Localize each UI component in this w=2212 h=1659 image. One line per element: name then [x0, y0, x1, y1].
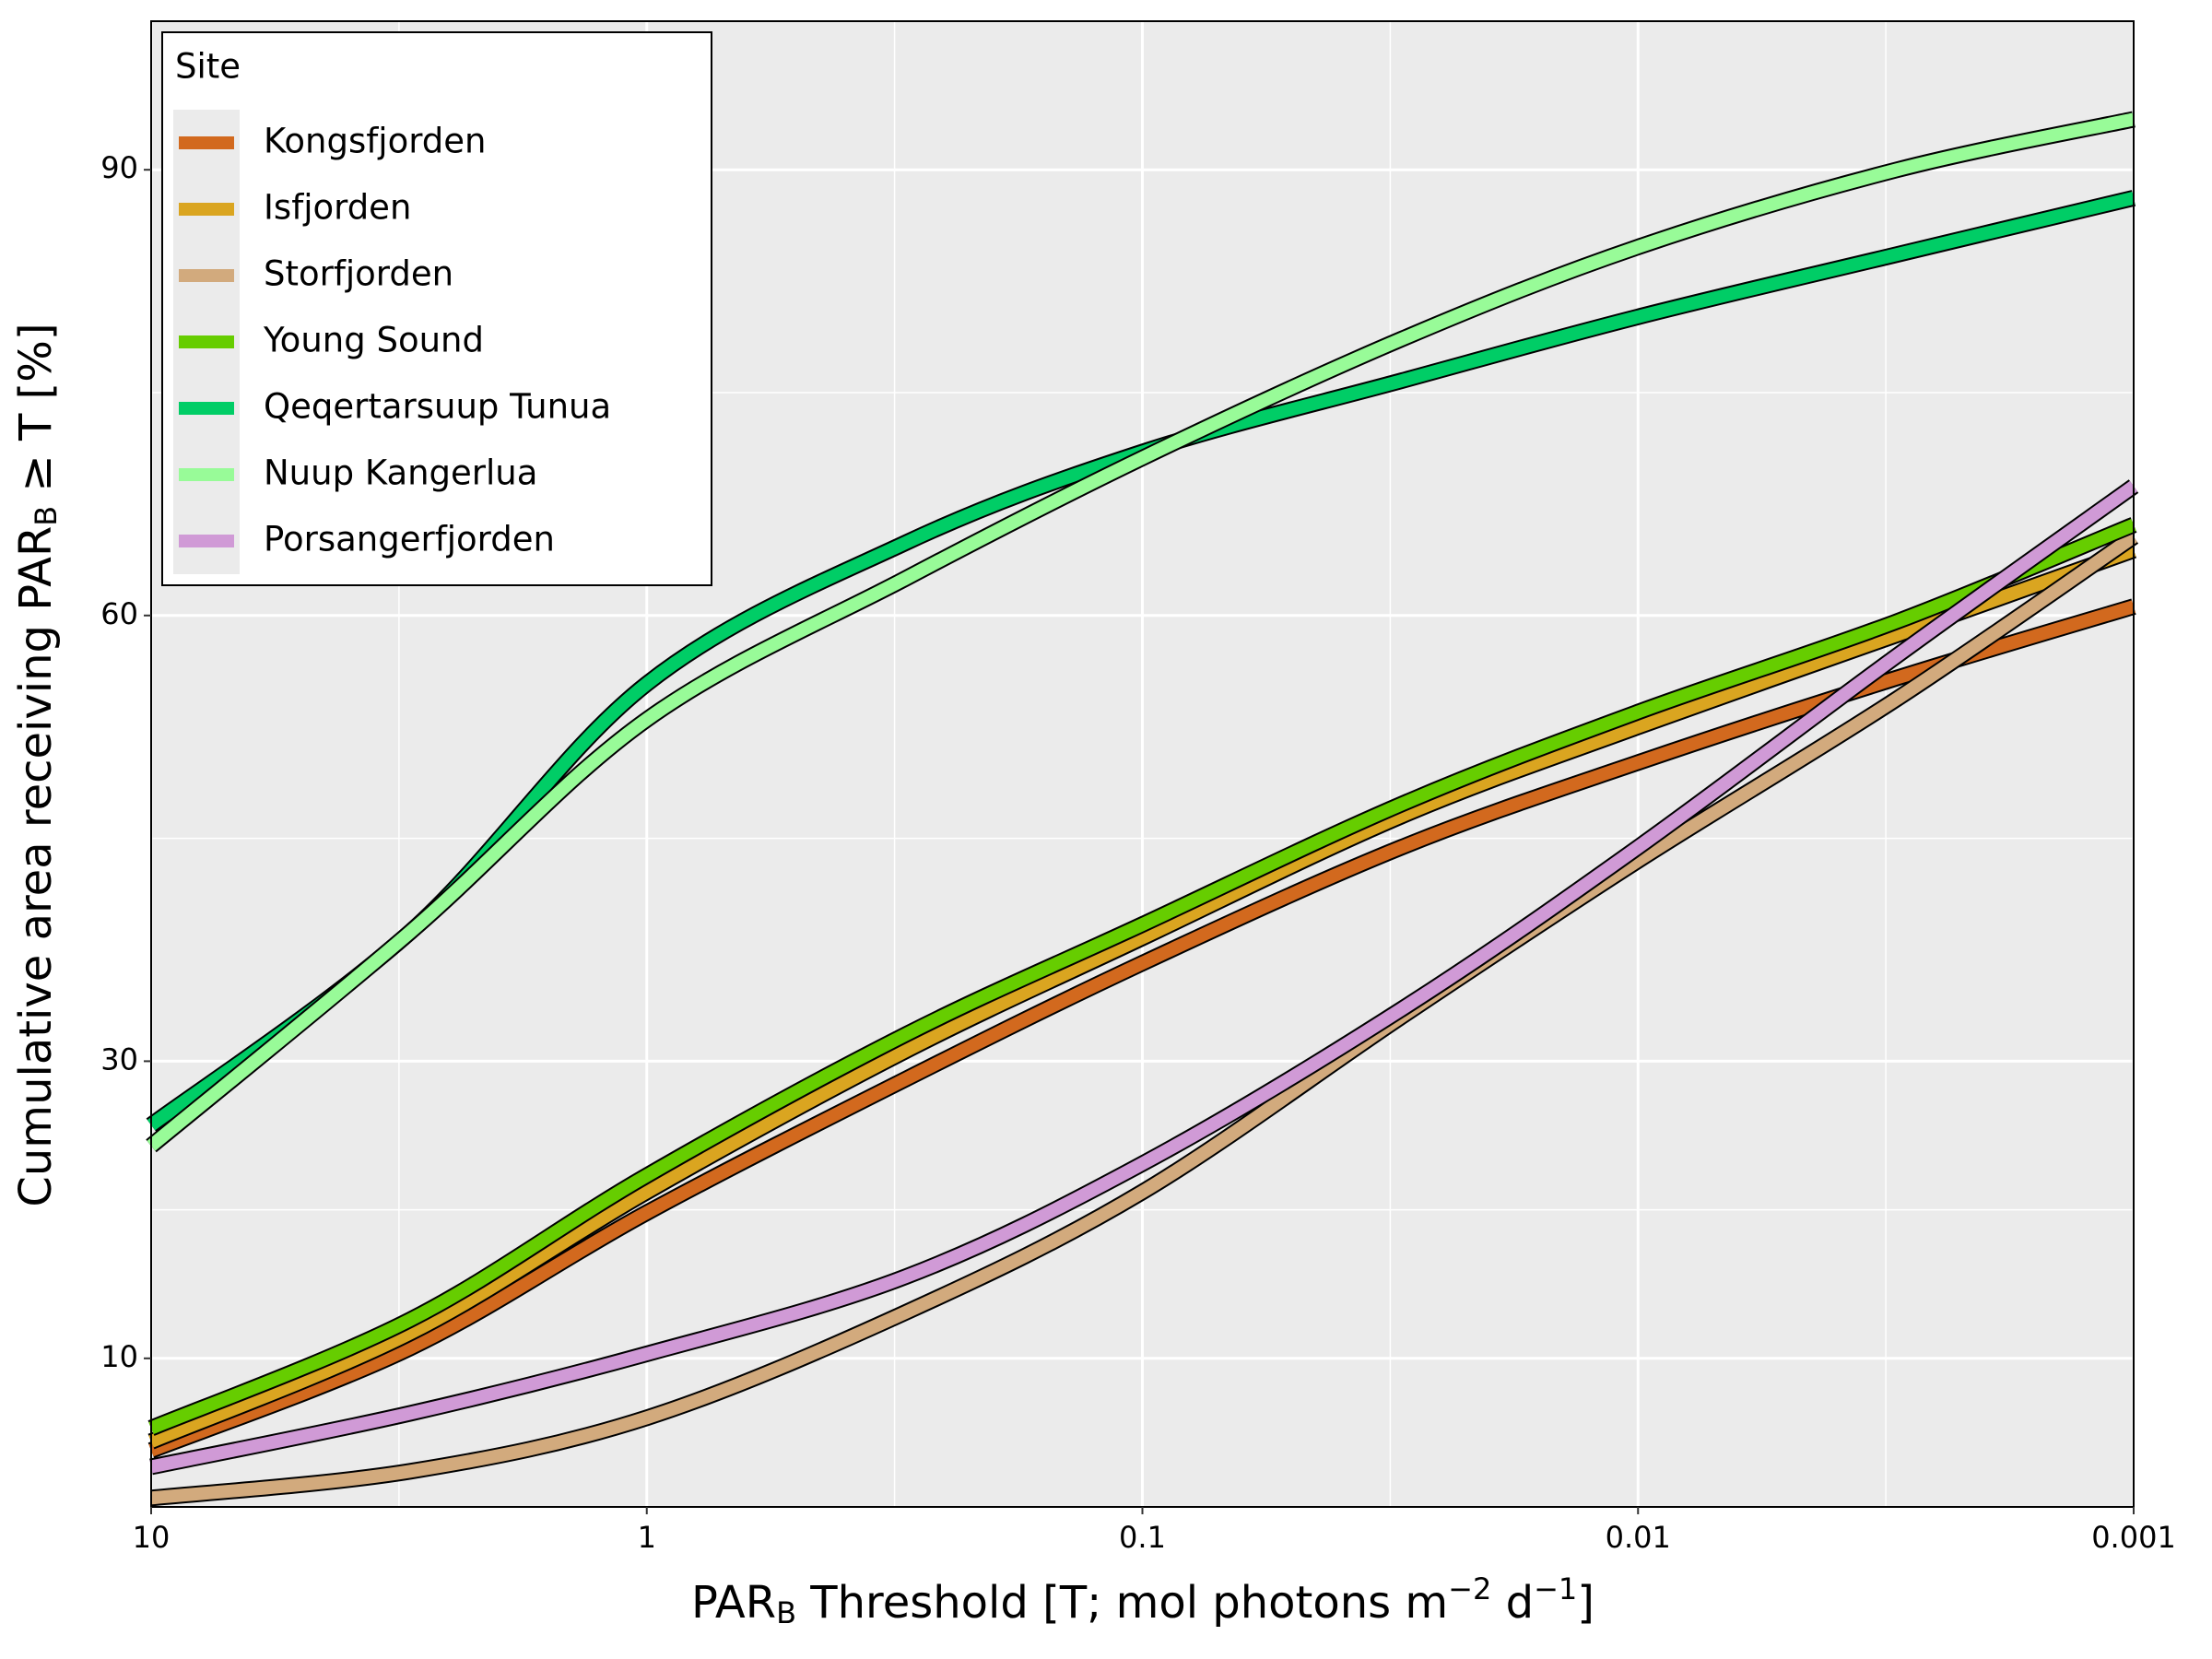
- legend-label: Kongsfjorden: [264, 122, 486, 161]
- series: [149, 479, 2139, 1476]
- line: [147, 112, 2136, 1151]
- x-tick-label: 10: [133, 1520, 171, 1555]
- x-label-part: Threshold [T; mol photons m: [796, 1577, 1448, 1629]
- x-tick-label: 1: [638, 1520, 656, 1555]
- x-label-sub: B: [776, 1595, 796, 1630]
- legend-label: Isfjorden: [264, 188, 411, 228]
- series: [150, 529, 2139, 1507]
- y-tick-label: 30: [100, 1041, 138, 1077]
- legend-label: Porsangerfjorden: [264, 520, 555, 559]
- line: [148, 544, 2136, 1448]
- legend-label: Young Sound: [263, 321, 484, 360]
- x-tick-label: 0.01: [1606, 1520, 1671, 1555]
- legend-title: Site: [175, 47, 241, 87]
- y-label-part: ≥ T [%]: [10, 323, 62, 505]
- y-tick-label: 90: [100, 150, 138, 185]
- series: [146, 111, 2136, 1153]
- line: [149, 480, 2138, 1474]
- lines: [146, 111, 2139, 1507]
- series: [147, 598, 2136, 1459]
- y-tick-label: 60: [100, 596, 138, 631]
- legend-label: Storfjorden: [264, 254, 453, 294]
- y-tick-label: 10: [100, 1339, 138, 1374]
- x-tick-label: 0.1: [1119, 1520, 1166, 1555]
- x-label-part: ]: [1577, 1577, 1594, 1629]
- series: [147, 542, 2137, 1450]
- x-label-sup: −2: [1448, 1571, 1491, 1606]
- line: [148, 518, 2136, 1435]
- y-label-sub: B: [29, 506, 64, 526]
- y-label-part: Cumulative area receiving PAR: [10, 526, 62, 1207]
- axes: 10 1 0.1 0.01 0.001 10 30 60 90: [100, 150, 2176, 1555]
- legend-label: Nuup Kangerlua: [264, 453, 537, 493]
- legend-label: Qeqertarsuup Tunua: [264, 387, 611, 427]
- legend: Site Kongsfjorden Isfjorden Storfjorden You…: [161, 31, 712, 586]
- x-label-part: PAR: [691, 1577, 776, 1629]
- y-axis-label: Cumulative area receiving PARB ≥ T [%]: [10, 323, 64, 1206]
- line: [148, 600, 2136, 1457]
- line: [150, 531, 2137, 1505]
- x-axis-label: PARB Threshold [T; mol photons m−2 d−1]: [691, 1571, 1594, 1630]
- series: [147, 517, 2137, 1436]
- x-tick-label: 0.001: [2091, 1520, 2176, 1555]
- legend-box: [161, 31, 712, 586]
- x-label-sup: −1: [1534, 1571, 1577, 1606]
- x-label-part: d: [1491, 1577, 1534, 1629]
